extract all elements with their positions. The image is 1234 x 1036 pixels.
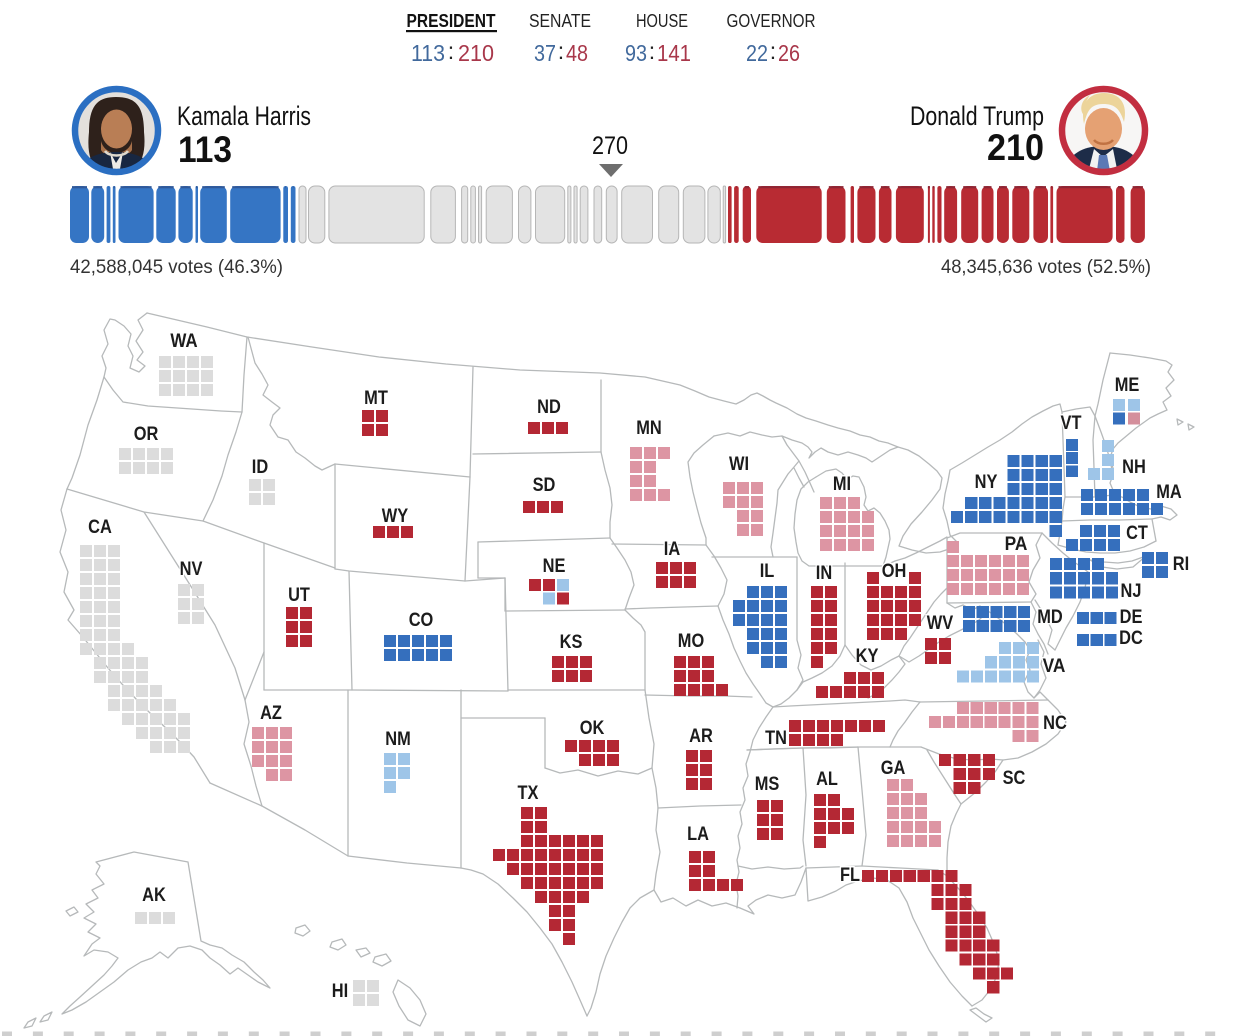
svg-text:MS: MS xyxy=(755,773,780,795)
svg-text:IA: IA xyxy=(664,538,680,560)
svg-text:WA: WA xyxy=(170,330,197,352)
svg-text:NH: NH xyxy=(1122,456,1146,478)
svg-text:SD: SD xyxy=(533,474,556,496)
svg-text:113: 113 xyxy=(178,129,232,170)
svg-text:Kamala Harris: Kamala Harris xyxy=(177,101,311,131)
svg-text::: : xyxy=(770,38,776,64)
svg-text:HOUSE: HOUSE xyxy=(636,11,688,31)
svg-text:WY: WY xyxy=(382,505,408,527)
svg-text:HI: HI xyxy=(332,980,348,1002)
svg-text:GA: GA xyxy=(881,757,906,779)
svg-text:RI: RI xyxy=(1173,553,1189,575)
svg-text:SC: SC xyxy=(1003,767,1026,789)
svg-text:113: 113 xyxy=(411,40,445,66)
svg-text:OK: OK xyxy=(580,717,605,739)
svg-text:CT: CT xyxy=(1126,522,1148,544)
svg-text:PA: PA xyxy=(1005,533,1028,555)
svg-text:PRESIDENT: PRESIDENT xyxy=(407,11,496,31)
svg-text::: : xyxy=(448,38,454,64)
svg-text:ID: ID xyxy=(252,456,268,478)
svg-text:AK: AK xyxy=(142,884,166,906)
svg-text:DC: DC xyxy=(1119,627,1143,649)
svg-text:GOVERNOR: GOVERNOR xyxy=(727,11,816,31)
svg-text::: : xyxy=(558,38,564,64)
svg-text:NM: NM xyxy=(385,728,411,750)
svg-text:37: 37 xyxy=(534,40,556,66)
svg-text:NJ: NJ xyxy=(1121,580,1142,602)
svg-text:42,588,045 votes (46.3%): 42,588,045 votes (46.3%) xyxy=(70,257,283,278)
svg-text:FL: FL xyxy=(840,864,860,886)
svg-text:VT: VT xyxy=(1061,412,1082,434)
svg-text:WV: WV xyxy=(927,612,953,634)
svg-text:ND: ND xyxy=(537,396,561,418)
svg-text:93: 93 xyxy=(625,40,647,66)
svg-text:NE: NE xyxy=(543,555,566,577)
svg-text:48,345,636 votes (52.5%): 48,345,636 votes (52.5%) xyxy=(941,257,1151,278)
svg-text:TN: TN xyxy=(765,727,787,749)
svg-text:MO: MO xyxy=(678,630,704,652)
svg-text::: : xyxy=(649,38,655,64)
svg-text:IN: IN xyxy=(816,562,832,584)
svg-text:SENATE: SENATE xyxy=(529,11,591,31)
svg-text:MD: MD xyxy=(1037,606,1063,628)
svg-text:26: 26 xyxy=(778,40,800,66)
svg-text:210: 210 xyxy=(458,40,494,66)
svg-text:WI: WI xyxy=(729,453,749,475)
svg-text:IL: IL xyxy=(760,560,775,582)
svg-text:NC: NC xyxy=(1043,712,1067,734)
svg-text:210: 210 xyxy=(987,127,1044,168)
svg-text:MI: MI xyxy=(833,473,851,495)
svg-text:270: 270 xyxy=(592,132,628,160)
svg-text:22: 22 xyxy=(746,40,768,66)
svg-text:KS: KS xyxy=(560,631,583,653)
svg-text:LA: LA xyxy=(687,823,709,845)
svg-text:UT: UT xyxy=(288,584,310,606)
svg-text:AZ: AZ xyxy=(260,702,282,724)
svg-text:OR: OR xyxy=(134,423,159,445)
svg-text:VA: VA xyxy=(1043,655,1066,677)
svg-text:CO: CO xyxy=(409,609,434,631)
svg-text:MA: MA xyxy=(1156,481,1182,503)
svg-text:AR: AR xyxy=(689,725,713,747)
svg-text:141: 141 xyxy=(657,40,691,66)
svg-text:NV: NV xyxy=(180,558,203,580)
svg-text:OH: OH xyxy=(882,560,907,582)
svg-text:ME: ME xyxy=(1115,374,1140,396)
svg-text:48: 48 xyxy=(566,40,588,66)
svg-text:CA: CA xyxy=(88,516,112,538)
svg-text:MN: MN xyxy=(636,417,662,439)
svg-text:AL: AL xyxy=(816,768,838,790)
svg-text:TX: TX xyxy=(518,782,539,804)
svg-text:Donald Trump: Donald Trump xyxy=(910,101,1044,131)
svg-text:KY: KY xyxy=(856,645,879,667)
svg-text:DE: DE xyxy=(1120,606,1143,628)
svg-text:NY: NY xyxy=(975,471,998,493)
svg-text:MT: MT xyxy=(364,387,388,409)
